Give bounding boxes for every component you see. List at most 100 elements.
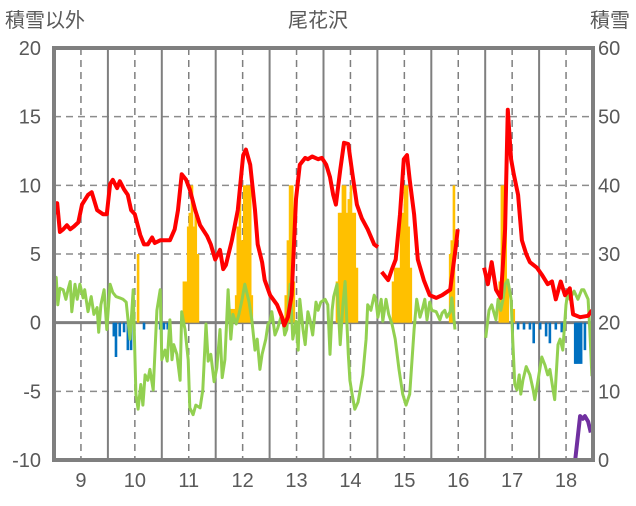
bar-yellow bbox=[240, 240, 244, 323]
series-line-red bbox=[380, 153, 460, 300]
bar-blue bbox=[554, 322, 558, 330]
plot-frame bbox=[52, 46, 595, 462]
bar-blue bbox=[579, 322, 583, 364]
y-tick-label-right: 50 bbox=[598, 107, 620, 129]
bar-yellow bbox=[399, 212, 403, 323]
bar-yellow bbox=[188, 212, 192, 323]
bar-yellow bbox=[286, 240, 290, 323]
bar-yellow bbox=[190, 185, 194, 323]
y-tick-label-right: 40 bbox=[598, 175, 620, 197]
bar-yellow bbox=[192, 226, 196, 323]
bar-yellow bbox=[345, 212, 349, 323]
bar-blue bbox=[118, 322, 122, 337]
bar-blue bbox=[112, 322, 116, 337]
y-tick-label-left: -10 bbox=[12, 450, 41, 472]
gridlines bbox=[54, 48, 593, 460]
y-tick-label-left: -5 bbox=[23, 381, 41, 403]
bar-blue bbox=[162, 322, 166, 330]
bar-yellow bbox=[395, 267, 399, 323]
bar-yellow bbox=[349, 185, 353, 323]
y-tick-label-left: 20 bbox=[19, 38, 41, 60]
bar-blue bbox=[573, 322, 577, 364]
bar-yellow bbox=[246, 185, 250, 323]
x-tick-label: 18 bbox=[555, 470, 577, 492]
y-tick-label-right: 0 bbox=[598, 450, 609, 472]
bar-yellow bbox=[347, 199, 351, 323]
bar-yellow bbox=[196, 254, 200, 323]
series-line-red bbox=[53, 140, 380, 328]
bar-blue bbox=[532, 322, 536, 344]
bar-yellow bbox=[337, 212, 341, 323]
y-tick-label-right: 60 bbox=[598, 38, 620, 60]
y-tick-label-left: 0 bbox=[30, 313, 41, 335]
chart-title: 尾花沢 bbox=[288, 9, 348, 32]
tick-labels: 20 60 15 50 10 40 5 30 0 20 -5 10 -10 0 9 10 11 12 13 14 15 1… bbox=[12, 38, 620, 492]
bar-yellow bbox=[184, 281, 188, 323]
bar-blue bbox=[522, 322, 526, 330]
bar-yellow bbox=[343, 185, 347, 323]
x-tick-label: 15 bbox=[393, 470, 415, 492]
bar-yellow bbox=[194, 212, 198, 323]
bar-yellow bbox=[391, 281, 395, 323]
bar-blue bbox=[577, 322, 581, 364]
bar-yellow bbox=[250, 295, 254, 323]
bar-yellow bbox=[234, 295, 238, 323]
left-axis-title: 積雪以外 bbox=[5, 9, 85, 32]
bar-yellow bbox=[136, 254, 140, 323]
y-tick-label-left: 15 bbox=[19, 107, 41, 129]
bar-yellow bbox=[292, 281, 296, 323]
x-tick-label: 12 bbox=[232, 470, 254, 492]
series-line-green bbox=[52, 275, 457, 417]
bar-blue bbox=[544, 322, 548, 337]
bar-blue bbox=[560, 322, 564, 333]
x-tick-label: 13 bbox=[285, 470, 307, 492]
bar-yellow bbox=[409, 267, 413, 323]
bar-yellow bbox=[186, 226, 190, 323]
bar-yellow bbox=[407, 226, 410, 323]
right-axis-title: 積雪 bbox=[590, 9, 630, 32]
bar-blue bbox=[516, 322, 520, 330]
bar-blue bbox=[575, 322, 579, 364]
bar-yellow bbox=[512, 308, 516, 323]
y-tick-label-right: 20 bbox=[598, 313, 620, 335]
bar-yellow bbox=[248, 185, 252, 323]
bar-yellow bbox=[401, 212, 405, 323]
bar-yellow bbox=[405, 185, 409, 323]
bar-yellow bbox=[238, 185, 242, 323]
bar-yellow bbox=[288, 185, 292, 323]
y-tick-label-right: 30 bbox=[598, 244, 620, 266]
bar-yellow bbox=[236, 226, 240, 323]
series-line-red bbox=[482, 107, 594, 320]
bar-blue bbox=[528, 322, 532, 330]
bar-blue bbox=[142, 322, 146, 330]
bar-blue bbox=[114, 322, 118, 357]
bar-blue bbox=[583, 322, 587, 351]
bar-blue bbox=[126, 322, 130, 351]
bar-yellow bbox=[284, 295, 288, 323]
x-tick-label: 14 bbox=[339, 470, 361, 492]
bar-yellow bbox=[182, 281, 186, 323]
bar-yellow bbox=[353, 212, 357, 323]
x-tick-label: 11 bbox=[178, 470, 199, 492]
bar-yellow bbox=[242, 185, 246, 323]
bar-yellow bbox=[355, 267, 359, 323]
bar-yellow bbox=[403, 185, 407, 323]
bar-blue bbox=[122, 322, 126, 333]
x-tick-label: 9 bbox=[75, 470, 86, 492]
bar-yellow bbox=[397, 267, 401, 323]
bar-yellow bbox=[351, 212, 355, 323]
bar-yellow bbox=[339, 212, 343, 323]
bar-yellow bbox=[244, 185, 248, 323]
x-tick-label: 16 bbox=[447, 470, 469, 492]
series-line-purple bbox=[484, 414, 593, 462]
bar-yellow bbox=[341, 185, 345, 323]
y-tick-label-left: 5 bbox=[30, 244, 41, 266]
x-tick-label: 10 bbox=[124, 470, 146, 492]
bar-yellow bbox=[506, 281, 510, 323]
y-tick-label-right: 10 bbox=[598, 381, 620, 403]
bar-yellow bbox=[393, 267, 397, 323]
x-tick-label: 17 bbox=[501, 470, 523, 492]
bar-yellow bbox=[504, 226, 507, 323]
y-tick-label-left: 10 bbox=[19, 175, 41, 197]
